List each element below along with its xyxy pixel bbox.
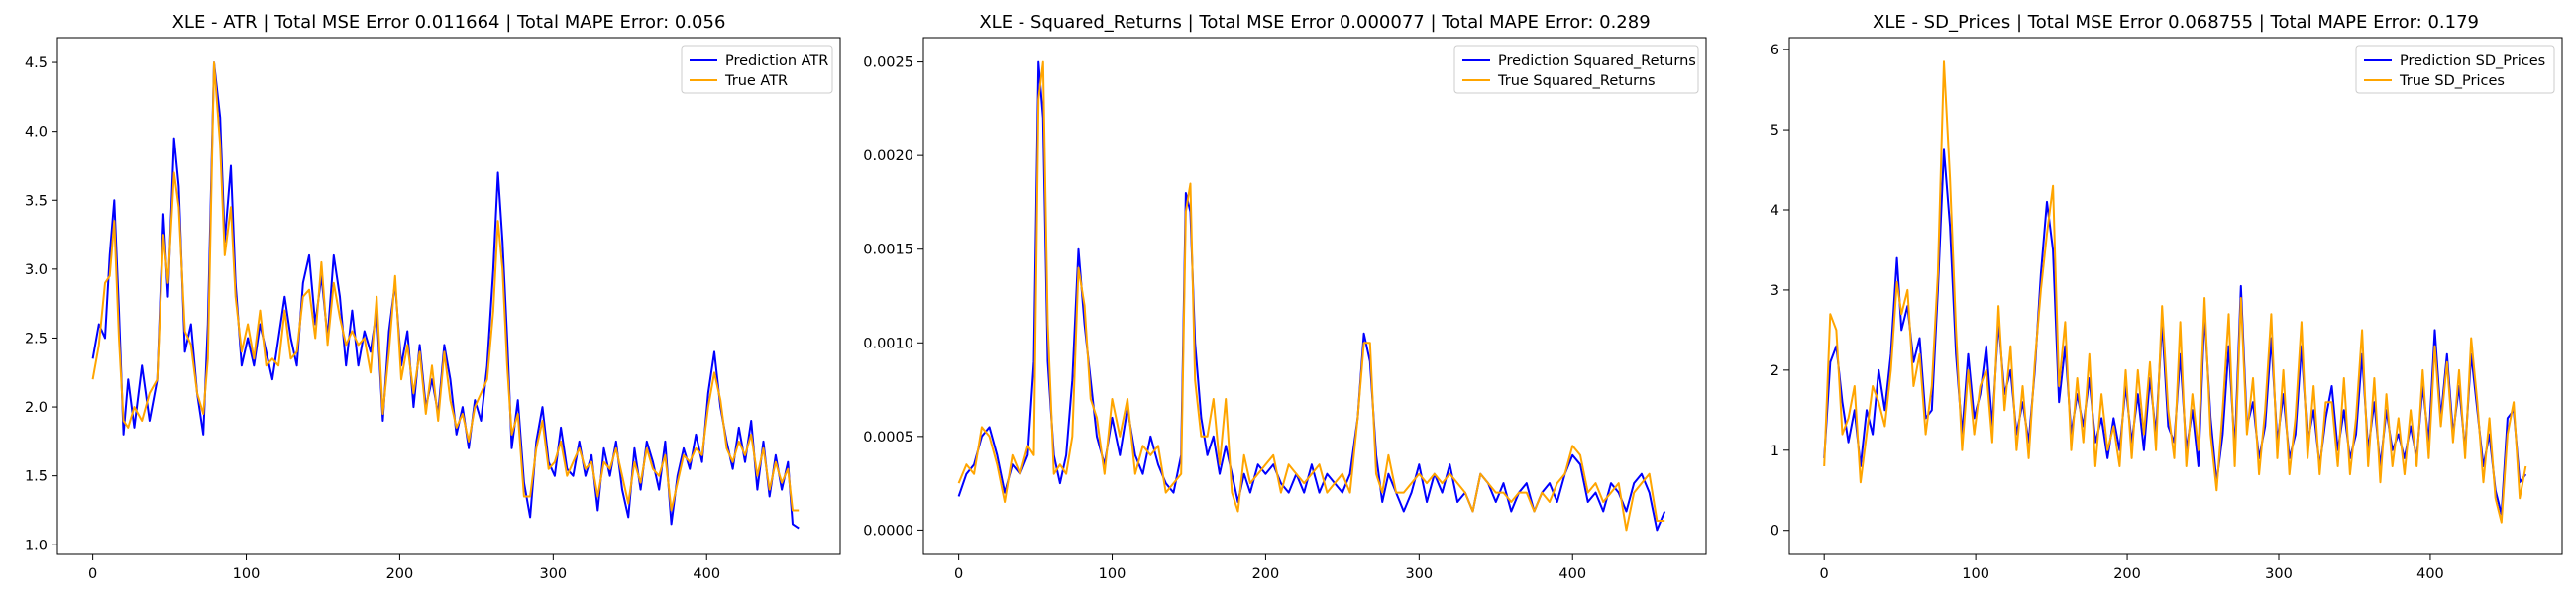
y-tick-label: 4.0 (25, 125, 48, 141)
y-tick-label: 4.5 (25, 55, 48, 71)
y-tick-label: 0.0020 (863, 148, 913, 164)
chart-title-sd-prices: XLE - SD_Prices | Total MSE Error 0.0687… (1873, 12, 2479, 33)
x-tick-label: 300 (1405, 566, 1433, 582)
y-tick-label: 1 (1771, 444, 1779, 459)
axes-frame (56, 37, 841, 555)
x-tick-label: 400 (1558, 566, 1586, 582)
y-tick-label: 5 (1771, 123, 1779, 139)
series-lines (91, 61, 800, 530)
legend: Prediction Squared_Returns True Squared_R… (1453, 45, 1699, 94)
x-tick-label: 0 (954, 566, 963, 582)
prediction-line (91, 61, 800, 530)
y-tick-label: 0.0015 (863, 243, 913, 258)
y-tick-label: 2 (1771, 363, 1779, 379)
y-tick-label: 0.0005 (863, 430, 913, 446)
legend-label: Prediction Squared_Returns (1498, 53, 1696, 69)
x-tick-label: 100 (1099, 566, 1127, 582)
chart-panel-squared-returns: 0 100 200 300 400 0.0000 0.0005 0.0010 0.0015 0.0… (863, 12, 1707, 582)
series-lines (957, 60, 1666, 532)
axes-frame (922, 37, 1707, 555)
chart-panel-sd-prices: 0 100 200 300 400 0 1 2 3 4 5 6 XLE - SD_Prices | To… (1771, 12, 2563, 582)
x-tick-label: 300 (2265, 566, 2293, 582)
y-tick-label: 6 (1771, 43, 1779, 58)
x-tick-label: 200 (2113, 566, 2141, 582)
y-tick-label: 1.0 (25, 538, 48, 553)
legend-label: True SD_Prices (2399, 73, 2505, 89)
prediction-line (1823, 148, 2527, 516)
legend: Prediction SD_Prices True SD_Prices (2355, 45, 2555, 94)
axes-frame (1788, 37, 2563, 555)
legend-label: Prediction ATR (725, 53, 828, 69)
x-tick-label: 0 (88, 566, 97, 582)
x-tick-label: 400 (693, 566, 720, 582)
legend-label: True ATR (724, 73, 788, 89)
x-tick-label: 400 (2416, 566, 2444, 582)
x-tick-label: 0 (1820, 566, 1829, 582)
y-tick-label: 3 (1771, 283, 1779, 299)
x-tick-label: 300 (539, 566, 567, 582)
true-line (1823, 60, 2527, 524)
y-tick-label: 2.5 (25, 331, 48, 346)
y-tick-label: 0 (1771, 524, 1779, 540)
y-tick-label: 2.0 (25, 400, 48, 416)
prediction-line (957, 60, 1666, 532)
y-tick-label: 4 (1771, 203, 1779, 219)
chart-panel-atr: 0 100 200 300 400 1.0 1.5 2.0 2.5 3.0 3.5 4.0 4.5 XLE… (25, 12, 841, 582)
series-lines (1823, 60, 2527, 524)
y-tick-label: 1.5 (25, 469, 48, 485)
chart-title-squared-returns: XLE - Squared_Returns | Total MSE Error … (979, 12, 1650, 33)
x-tick-label: 200 (386, 566, 414, 582)
y-tick-label: 0.0010 (863, 336, 913, 351)
legend-box (1453, 45, 1699, 94)
y-tick-label: 3.5 (25, 193, 48, 209)
true-line (91, 61, 800, 512)
legend: Prediction ATR True ATR (681, 45, 833, 94)
legend-label: True Squared_Returns (1497, 73, 1656, 89)
y-tick-label: 0.0000 (863, 523, 913, 539)
legend-box (2355, 45, 2555, 94)
chart-title-atr: XLE - ATR | Total MSE Error 0.011664 | T… (172, 12, 726, 33)
x-tick-label: 200 (1252, 566, 1280, 582)
legend-label: Prediction SD_Prices (2400, 53, 2545, 69)
legend-box (681, 45, 833, 94)
y-tick-label: 3.0 (25, 262, 48, 278)
true-line (957, 60, 1665, 532)
y-tick-label: 0.0025 (863, 55, 913, 71)
x-tick-label: 100 (233, 566, 261, 582)
x-tick-label: 100 (1962, 566, 1989, 582)
